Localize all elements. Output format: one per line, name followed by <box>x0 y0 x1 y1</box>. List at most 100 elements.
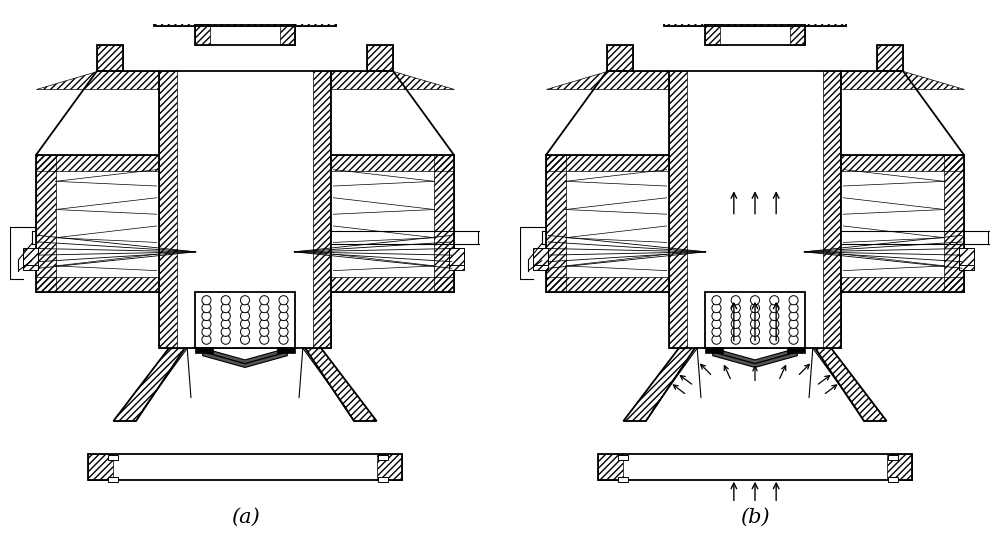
Bar <box>533 253 548 270</box>
Circle shape <box>202 312 211 320</box>
Bar <box>159 71 331 348</box>
Circle shape <box>789 319 798 329</box>
Bar <box>669 71 841 348</box>
Bar <box>888 455 898 459</box>
Bar <box>618 455 628 459</box>
Circle shape <box>221 312 230 320</box>
Bar <box>36 155 159 171</box>
Bar <box>367 45 393 71</box>
Circle shape <box>712 296 721 305</box>
Bar <box>664 11 846 26</box>
Bar <box>888 477 898 482</box>
Bar <box>277 347 295 353</box>
Bar <box>195 292 295 348</box>
Circle shape <box>240 319 250 329</box>
Bar <box>669 71 687 348</box>
Circle shape <box>202 296 211 305</box>
Circle shape <box>260 312 269 320</box>
Polygon shape <box>36 71 159 155</box>
Bar <box>195 24 210 45</box>
Polygon shape <box>713 352 797 367</box>
Circle shape <box>750 319 760 329</box>
Bar <box>449 253 464 270</box>
Bar <box>944 155 964 292</box>
Bar <box>331 277 454 292</box>
Bar <box>841 277 964 292</box>
Bar <box>959 248 974 265</box>
Bar <box>607 45 633 71</box>
Bar <box>377 454 402 480</box>
Circle shape <box>770 304 779 313</box>
Circle shape <box>770 319 779 329</box>
Circle shape <box>712 304 721 313</box>
Circle shape <box>202 335 211 344</box>
Circle shape <box>789 327 798 336</box>
Bar <box>959 253 974 270</box>
Bar <box>546 155 669 171</box>
Bar <box>877 45 903 71</box>
Circle shape <box>221 335 230 344</box>
Bar <box>378 455 388 459</box>
Circle shape <box>731 327 740 336</box>
Circle shape <box>240 335 250 344</box>
Bar <box>195 24 295 45</box>
Bar <box>607 45 633 71</box>
Bar <box>664 11 846 26</box>
Polygon shape <box>713 348 797 364</box>
Circle shape <box>789 335 798 344</box>
Circle shape <box>731 304 740 313</box>
Circle shape <box>789 312 798 320</box>
Circle shape <box>731 335 740 344</box>
Circle shape <box>731 296 740 305</box>
Bar <box>159 71 177 348</box>
Bar <box>108 455 118 459</box>
Bar <box>546 155 566 292</box>
Bar <box>313 71 331 348</box>
Circle shape <box>750 296 760 305</box>
Circle shape <box>279 327 288 336</box>
Bar <box>36 155 159 292</box>
Polygon shape <box>331 71 454 155</box>
Polygon shape <box>841 71 964 155</box>
Bar <box>787 347 805 353</box>
Bar <box>705 24 720 45</box>
Text: (b): (b) <box>740 508 770 527</box>
Bar <box>618 477 628 482</box>
Circle shape <box>260 327 269 336</box>
Bar <box>533 248 548 265</box>
Circle shape <box>712 327 721 336</box>
Circle shape <box>770 327 779 336</box>
Circle shape <box>260 335 269 344</box>
Bar <box>108 477 118 482</box>
Circle shape <box>202 319 211 329</box>
Circle shape <box>221 319 230 329</box>
Circle shape <box>731 319 740 329</box>
Bar <box>434 155 454 292</box>
Circle shape <box>712 312 721 320</box>
Circle shape <box>770 335 779 344</box>
Circle shape <box>279 319 288 329</box>
Bar <box>877 45 903 71</box>
Polygon shape <box>203 352 287 367</box>
Circle shape <box>221 327 230 336</box>
Polygon shape <box>546 71 669 155</box>
Bar <box>887 454 912 480</box>
Circle shape <box>789 304 798 313</box>
Bar <box>88 454 402 480</box>
Circle shape <box>279 304 288 313</box>
Bar <box>546 277 669 292</box>
Circle shape <box>750 304 760 313</box>
Circle shape <box>202 327 211 336</box>
Circle shape <box>770 296 779 305</box>
Circle shape <box>221 296 230 305</box>
Circle shape <box>750 327 760 336</box>
Bar <box>841 155 964 171</box>
Text: (a): (a) <box>231 508 259 527</box>
Circle shape <box>279 335 288 344</box>
Bar <box>36 155 56 292</box>
Bar <box>195 347 213 353</box>
Circle shape <box>712 319 721 329</box>
Bar <box>280 24 295 45</box>
Circle shape <box>240 312 250 320</box>
Circle shape <box>750 312 760 320</box>
